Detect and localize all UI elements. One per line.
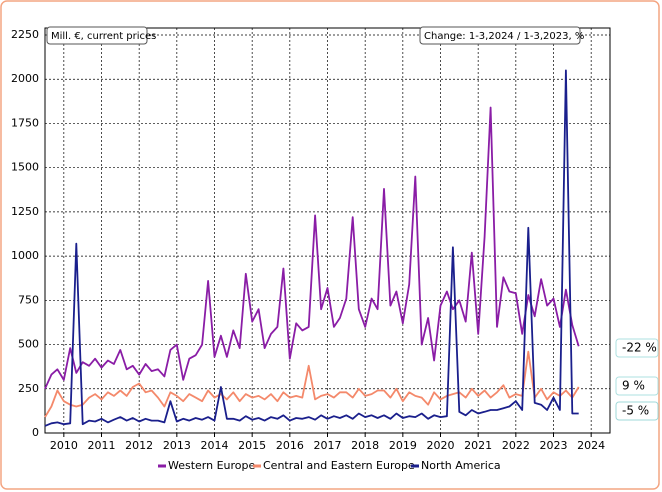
annotation: Change: 1-3,2024 / 1-3,2023, % [424,31,584,42]
x-tick-label: 2015 [238,439,266,452]
x-tick-label: 2019 [389,439,417,452]
y-tick-label: 1500 [11,161,39,174]
annotation-box [419,26,581,45]
plot-frame [44,27,611,434]
x-tick-label: 2011 [88,439,116,452]
y-tick-label: 750 [18,293,39,306]
change-label: -22 % [622,341,657,355]
y-tick-label: 2250 [11,28,39,41]
series-line [44,350,580,418]
annotation: Mill. €, current prices [51,31,156,42]
legend: Western Europe Central and Eastern Europe… [158,459,501,472]
x-tick-label: 2021 [464,439,492,452]
change-label-box [615,338,659,358]
x-tick-label: 2012 [125,439,153,452]
y-tick-label: 1750 [11,116,39,129]
x-tick-label: 2017 [314,439,342,452]
x-tick-label: 2022 [502,439,530,452]
x-tick-label: 2018 [351,439,379,452]
y-tick-label: 500 [18,338,39,351]
series-line [44,69,579,427]
x-tick-label: 2013 [163,439,191,452]
x-tick-label: 2020 [427,439,455,452]
y-tick-label: 0 [32,426,39,439]
x-tick-label: 2024 [577,439,605,452]
y-tick-label: 1250 [11,205,39,218]
y-tick-label: 2000 [11,72,39,85]
x-tick-label: 2016 [276,439,304,452]
change-label: -5 % [622,404,649,418]
y-tick-label: 250 [18,382,39,395]
series-line [44,106,580,390]
change-label: 9 % [622,379,645,393]
y-tick-label: 1000 [11,249,39,262]
change-label-box [615,376,659,396]
change-label-box [615,401,659,421]
annotation-box [46,26,148,45]
legend-label: Central and Eastern Europe [263,459,415,472]
x-tick-label: 2014 [201,439,229,452]
x-tick-label: 2023 [540,439,568,452]
legend-label: Western Europe [168,459,256,472]
legend-label: North America [421,459,501,472]
x-tick-label: 2010 [50,439,78,452]
